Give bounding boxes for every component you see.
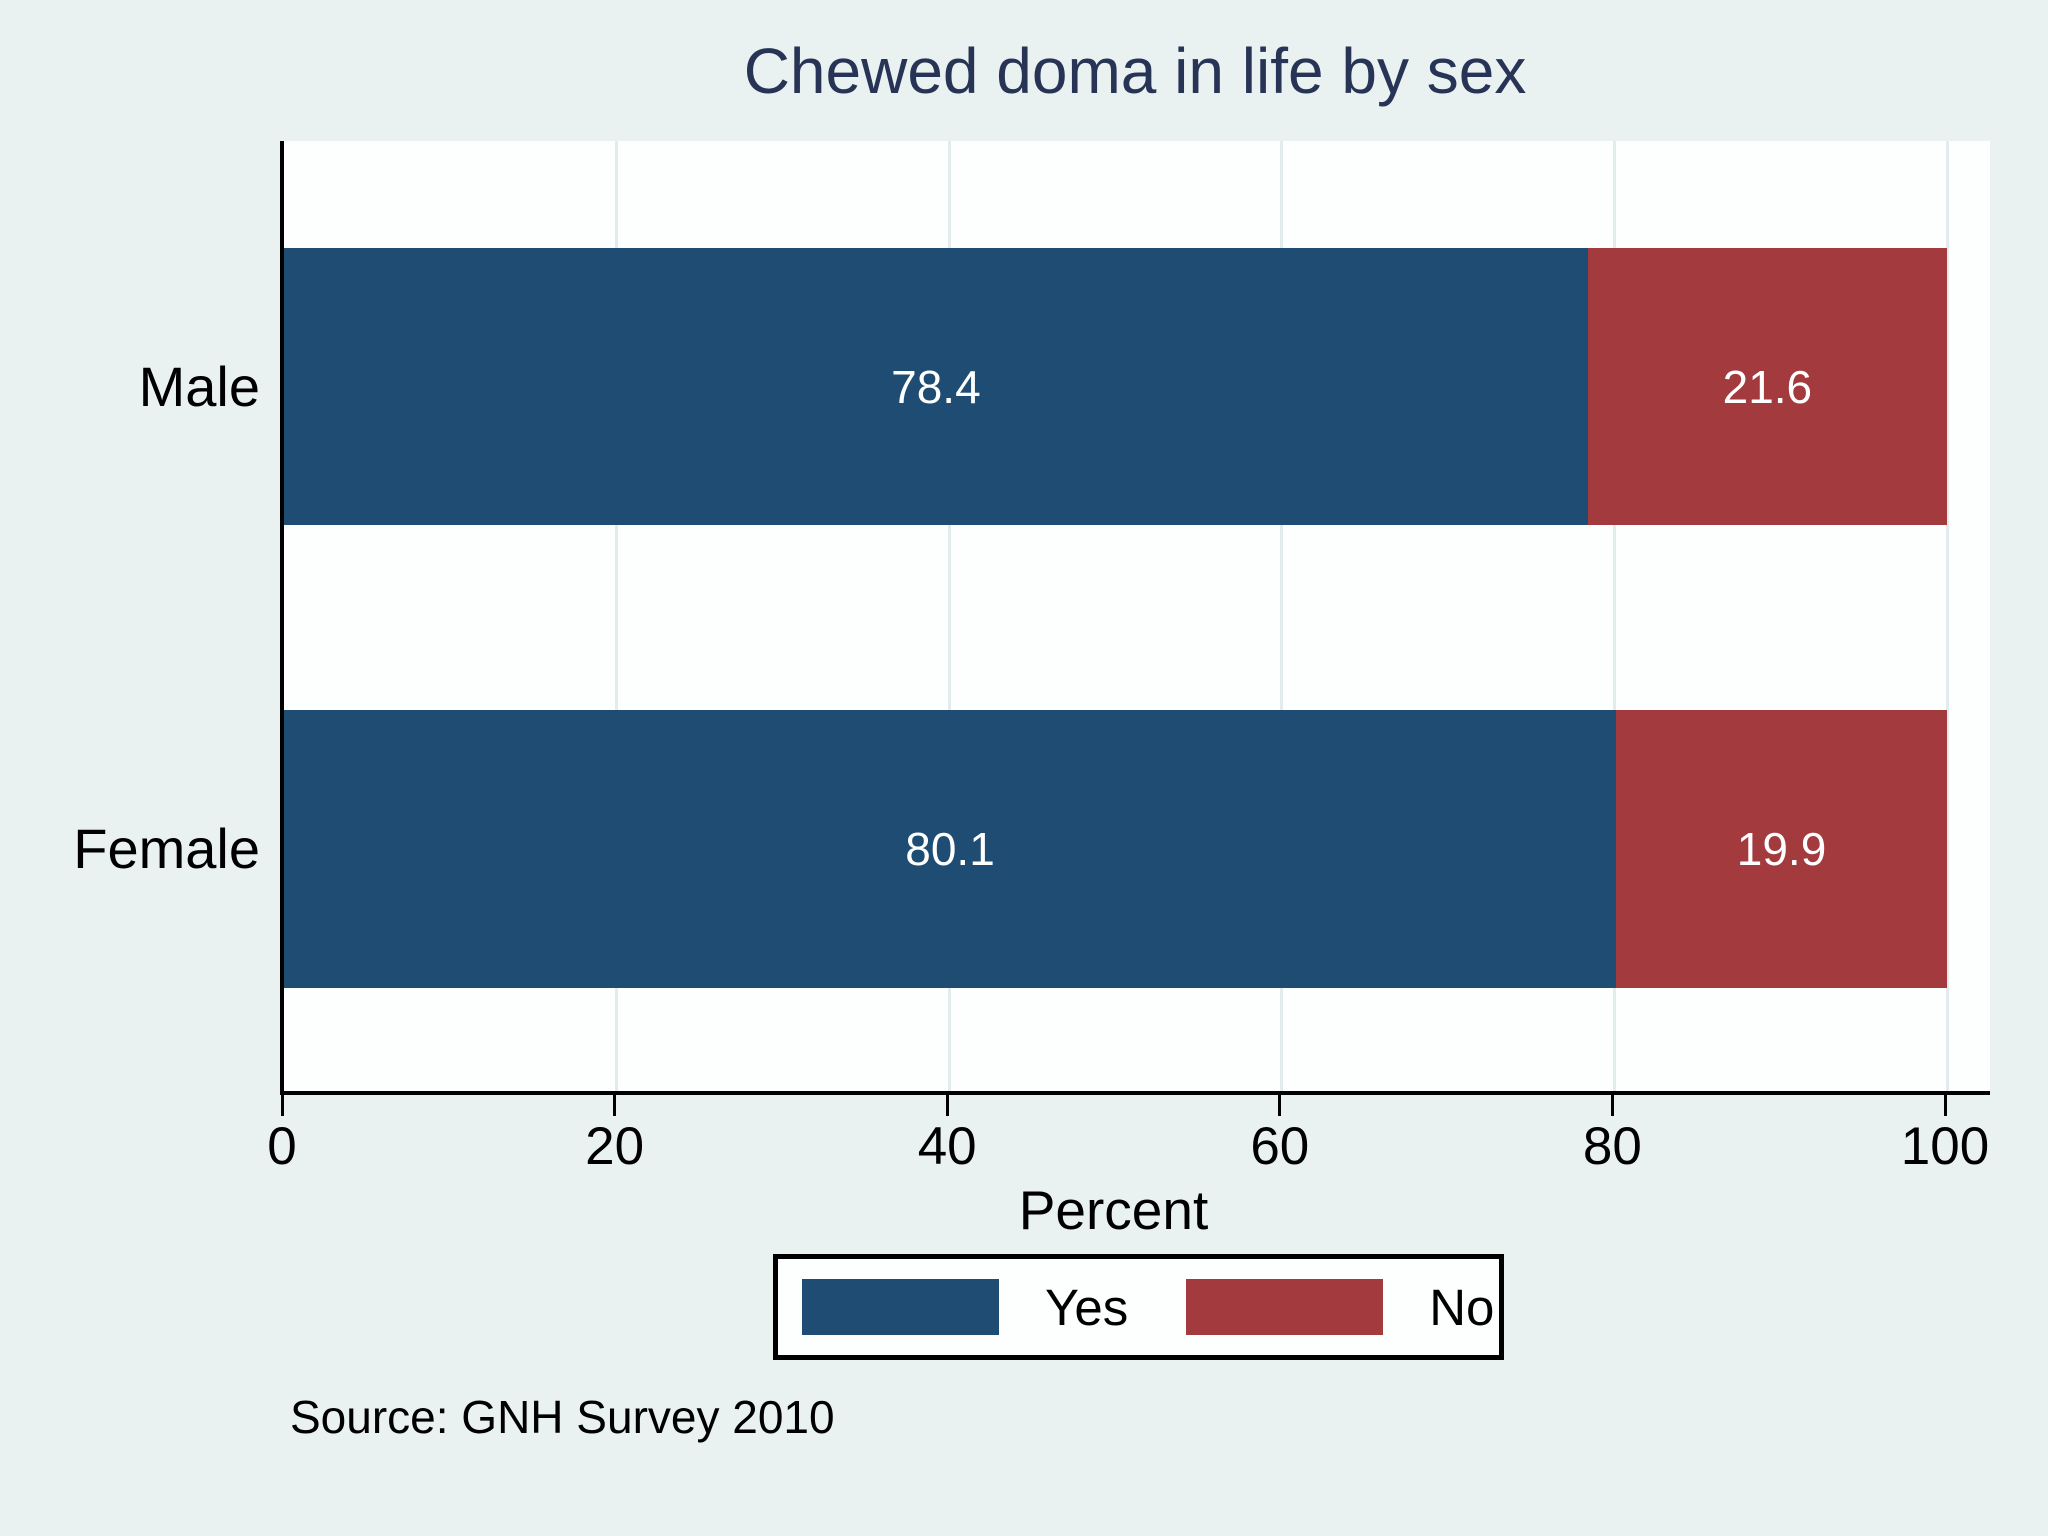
legend: Yes No [773, 1254, 1504, 1360]
bar-value-label: 21.6 [1722, 360, 1813, 413]
gridline-100 [1945, 141, 1949, 1091]
bar-female: 80.1 19.9 [284, 710, 1947, 988]
bar-segment-female-yes: 80.1 [284, 710, 1617, 988]
x-tick-100 [1943, 1095, 1947, 1116]
x-tick-label-40: 40 [917, 1117, 977, 1176]
x-tick-20 [613, 1095, 617, 1116]
x-tick-60 [1278, 1095, 1282, 1116]
legend-swatch-no [1186, 1279, 1384, 1335]
x-tick-label-0: 0 [267, 1117, 297, 1176]
legend-swatch-yes [802, 1279, 999, 1335]
gridline-60 [1280, 141, 1284, 1091]
axis-area: 78.4 21.6 80.1 19.9 [284, 141, 1949, 1091]
x-tick-label-80: 80 [1582, 1117, 1642, 1176]
x-tick-40 [945, 1095, 949, 1116]
bar-value-label: 80.1 [905, 823, 995, 875]
x-tick-label-100: 100 [1900, 1117, 1990, 1176]
gridline-40 [947, 141, 951, 1091]
x-tick-0 [280, 1095, 284, 1116]
gridline-20 [615, 141, 619, 1091]
legend-label-no: No [1429, 1278, 1495, 1336]
bar-value-label: 78.4 [891, 360, 981, 413]
bar-segment-female-no: 19.9 [1616, 710, 1947, 988]
x-tick-label-20: 20 [585, 1117, 645, 1176]
bar-value-label: 19.9 [1736, 823, 1827, 875]
x-tick-label-60: 60 [1250, 1117, 1310, 1176]
category-label-male: Male [138, 354, 260, 418]
plot-area: 78.4 21.6 80.1 19.9 [280, 141, 1990, 1095]
gridline-80 [1612, 141, 1616, 1091]
bar-male: 78.4 21.6 [284, 248, 1947, 525]
category-label-female: Female [73, 817, 260, 880]
legend-label-yes: Yes [1045, 1278, 1129, 1336]
chart-title: Chewed doma in life by sex [743, 35, 1527, 107]
bar-segment-male-no: 21.6 [1587, 248, 1947, 525]
bar-segment-male-yes: 78.4 [284, 248, 1588, 525]
x-tick-80 [1610, 1095, 1614, 1116]
x-axis-title: Percent [1018, 1179, 1209, 1241]
source-note: Source: GNH Survey 2010 [290, 1391, 835, 1443]
